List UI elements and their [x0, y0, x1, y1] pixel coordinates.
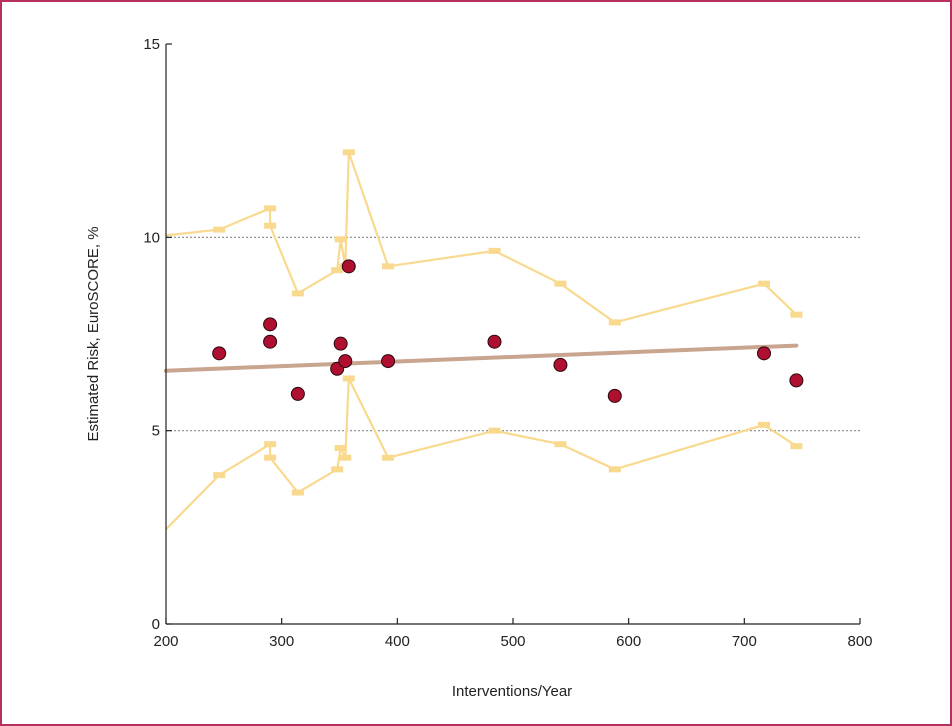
lower-limit-marker-7	[339, 454, 352, 461]
data-point-10	[553, 357, 568, 372]
upper-limit-marker-9	[382, 263, 395, 270]
lower-limit-marker-5	[331, 466, 344, 473]
lower-limit-marker-1	[213, 472, 226, 479]
upper-limit-marker-3	[264, 222, 277, 229]
upper-limit-marker-2	[264, 205, 277, 212]
data-point-1	[263, 317, 278, 332]
reference-lines	[166, 236, 860, 432]
upper-limit-marker-10	[488, 247, 501, 254]
x-tick-label-1: 300	[269, 633, 294, 650]
lower-limit-marker-10	[488, 427, 501, 434]
data-point-9	[487, 334, 502, 349]
x-tick-label-3: 500	[500, 633, 525, 650]
data-point-3	[290, 386, 305, 401]
data-point-6	[338, 354, 353, 369]
lower-limit-marker-3	[264, 454, 277, 461]
data-point-11	[607, 388, 622, 403]
lower-limit-marker-11	[554, 441, 567, 448]
data-points	[212, 259, 804, 403]
lower-control-limit	[165, 375, 803, 531]
y-tick-label-0: 0	[152, 616, 160, 633]
y-tick-label-2: 10	[143, 229, 160, 246]
lower-limit-marker-2	[264, 441, 277, 448]
upper-limit-marker-1	[213, 226, 226, 233]
lower-limit-marker-8	[342, 375, 355, 382]
lower-limit-marker-6	[334, 445, 347, 452]
data-point-5	[333, 336, 348, 351]
upper-limit-marker-8	[342, 149, 355, 156]
upper-limit-marker-6	[334, 236, 347, 243]
x-tick-label-0: 200	[153, 633, 178, 650]
data-point-0	[212, 346, 227, 361]
lower-limit-line	[165, 378, 798, 531]
x-tick-label-5: 700	[732, 633, 757, 650]
upper-limit-marker-13	[757, 280, 770, 287]
regression-line	[164, 343, 799, 373]
axes	[165, 44, 860, 625]
trend-line	[164, 343, 799, 373]
y-axis-title: Estimated Risk, EuroSCORE, %	[85, 226, 102, 441]
y-tick-label-3: 15	[143, 36, 160, 53]
data-point-12	[756, 346, 771, 361]
upper-limit-marker-11	[554, 280, 567, 287]
data-point-8	[381, 354, 396, 369]
x-axis-ticks: 200 300 400 500 600 700 800	[153, 618, 873, 650]
data-point-2	[263, 334, 278, 349]
upper-limit-marker-5	[331, 267, 344, 274]
y-axis-ticks: 0 5 10 15	[143, 36, 172, 633]
x-tick-label-6: 800	[847, 633, 872, 650]
lower-limit-marker-13	[757, 421, 770, 428]
lower-limit-marker-9	[382, 454, 395, 461]
upper-limit-marker-4	[291, 290, 304, 297]
upper-limit-marker-14	[790, 311, 803, 318]
x-tick-label-2: 400	[385, 633, 410, 650]
upper-limit-line	[165, 151, 798, 324]
x-tick-label-4: 600	[616, 633, 641, 650]
data-point-7	[341, 259, 356, 274]
lower-limit-marker-14	[790, 443, 803, 450]
upper-limit-marker-12	[608, 319, 621, 326]
y-tick-label-1: 5	[152, 423, 160, 440]
lower-limit-marker-12	[608, 466, 621, 473]
data-point-13	[789, 373, 804, 388]
lower-limit-marker-4	[291, 489, 304, 496]
x-axis-title: Interventions/Year	[452, 683, 572, 700]
